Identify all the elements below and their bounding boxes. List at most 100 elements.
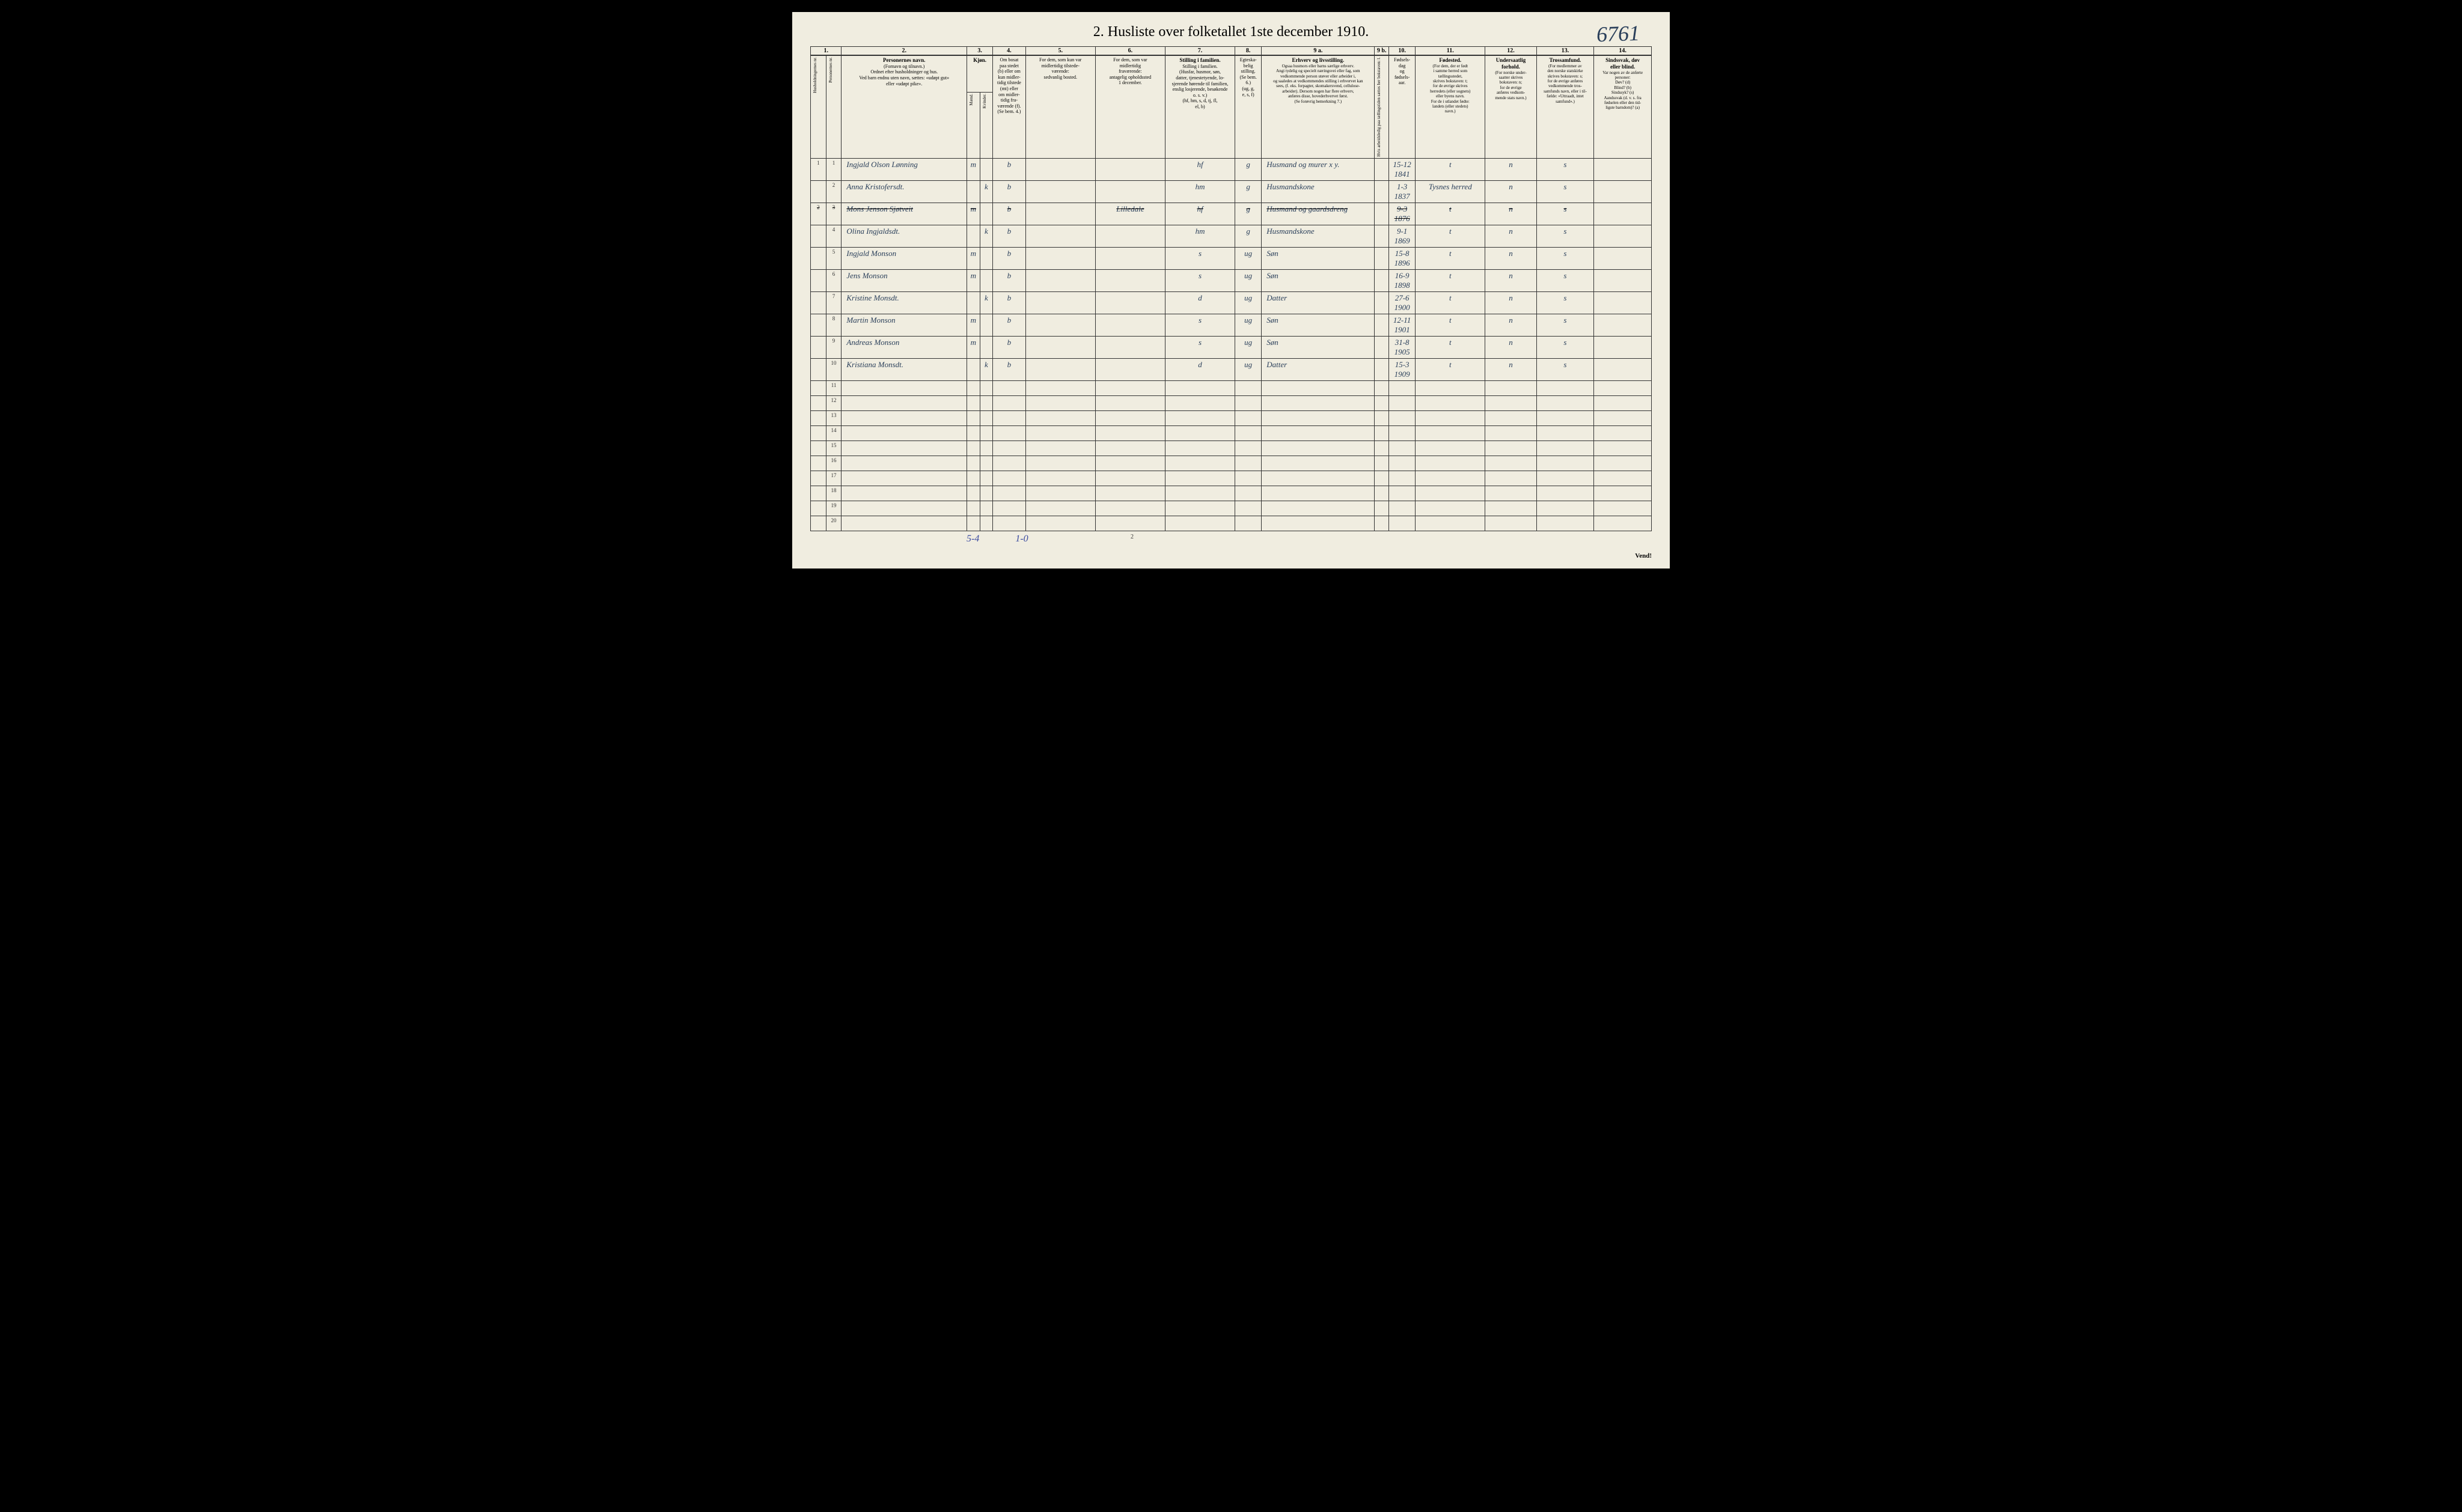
cell xyxy=(1165,395,1235,410)
cell xyxy=(1095,180,1165,203)
hdr-col1b: Personernes nr. xyxy=(828,57,833,83)
cell xyxy=(980,501,993,516)
cell: b xyxy=(993,225,1025,247)
cell xyxy=(967,225,980,247)
cell: n xyxy=(1485,336,1536,358)
cell xyxy=(1235,380,1262,395)
cell: Søn xyxy=(1262,247,1375,269)
cell xyxy=(811,456,826,471)
cell: 16-9 1898 xyxy=(1389,269,1416,291)
cell xyxy=(967,291,980,314)
cell: b xyxy=(993,358,1025,380)
table-row: 15 xyxy=(811,440,1652,456)
cell: n xyxy=(1485,291,1536,314)
cell: 1 xyxy=(826,158,842,180)
hdr-col2-sub: (Fornavn og tilnavn.) Ordnet efter husho… xyxy=(843,64,965,87)
cell: 2 xyxy=(826,180,842,203)
cell xyxy=(967,456,980,471)
page-title: 2. Husliste over folketallet 1ste decemb… xyxy=(1093,24,1369,40)
cell: Søn xyxy=(1262,269,1375,291)
cell xyxy=(842,471,967,486)
table-row: 7Kristine Monsdt.kbdugDatter27-6 1900tns xyxy=(811,291,1652,314)
table-row: 14 xyxy=(811,425,1652,440)
cell xyxy=(1416,410,1485,425)
cell xyxy=(1375,410,1389,425)
hdr-col8: Egteska- belig stilling. (Se bem. 6.) (u… xyxy=(1235,55,1262,158)
cell xyxy=(1594,456,1652,471)
cell: 12-11 1901 xyxy=(1389,314,1416,336)
cell: 3 xyxy=(826,203,842,225)
cell: 16 xyxy=(826,456,842,471)
cell xyxy=(842,410,967,425)
cell xyxy=(1095,158,1165,180)
cell xyxy=(1262,425,1375,440)
cell xyxy=(1025,203,1095,225)
cell xyxy=(1594,203,1652,225)
handwritten-id: 6761 xyxy=(1596,20,1640,47)
cell: Datter xyxy=(1262,291,1375,314)
cell: m xyxy=(967,247,980,269)
cell: Kristine Monsdt. xyxy=(842,291,967,314)
hdr-col3-m: Mænd. xyxy=(969,94,974,106)
cell: s xyxy=(1536,225,1594,247)
cell xyxy=(993,471,1025,486)
table-row: 11 xyxy=(811,380,1652,395)
cell: m xyxy=(967,158,980,180)
cell xyxy=(980,516,993,531)
cell xyxy=(842,516,967,531)
footer-notes: 5-4 1-0 2 xyxy=(810,534,1652,544)
footer-left: 5-4 xyxy=(967,534,979,544)
cell xyxy=(1025,314,1095,336)
cell: 9 xyxy=(826,336,842,358)
cell xyxy=(1025,269,1095,291)
cell xyxy=(811,336,826,358)
cell xyxy=(1389,456,1416,471)
cell xyxy=(1165,516,1235,531)
cell xyxy=(1262,486,1375,501)
cell xyxy=(1594,225,1652,247)
cell xyxy=(1536,516,1594,531)
cell xyxy=(1235,410,1262,425)
cell: hm xyxy=(1165,180,1235,203)
cell xyxy=(1485,380,1536,395)
cell: Husmandskone xyxy=(1262,225,1375,247)
cell xyxy=(980,336,993,358)
cell: Husmand og murer x y. xyxy=(1262,158,1375,180)
cell: 15-3 1909 xyxy=(1389,358,1416,380)
cell xyxy=(1536,486,1594,501)
colnum-9b: 9 b. xyxy=(1375,47,1389,56)
table-row: 20 xyxy=(811,516,1652,531)
cell xyxy=(1165,471,1235,486)
cell xyxy=(811,314,826,336)
cell: ug xyxy=(1235,269,1262,291)
cell xyxy=(1025,395,1095,410)
cell xyxy=(1262,410,1375,425)
cell xyxy=(1262,471,1375,486)
cell xyxy=(1262,380,1375,395)
cell: s xyxy=(1536,203,1594,225)
table-row: 13 xyxy=(811,410,1652,425)
cell xyxy=(1594,440,1652,456)
cell: s xyxy=(1536,158,1594,180)
page-number: 2 xyxy=(1028,534,1236,544)
cell: 12 xyxy=(826,395,842,410)
colnum-7: 7. xyxy=(1165,47,1235,56)
cell: Kristiana Monsdt. xyxy=(842,358,967,380)
cell xyxy=(1095,291,1165,314)
cell: Olina Ingjaldsdt. xyxy=(842,225,967,247)
cell xyxy=(1025,501,1095,516)
cell xyxy=(1095,380,1165,395)
cell: m xyxy=(967,203,980,225)
cell xyxy=(1375,336,1389,358)
table-header: 1. 2. 3. 4. 5. 6. 7. 8. 9 a. 9 b. 10. 11… xyxy=(811,47,1652,159)
cell: t xyxy=(1416,247,1485,269)
cell: Jens Monson xyxy=(842,269,967,291)
cell xyxy=(842,395,967,410)
cell xyxy=(1389,440,1416,456)
cell xyxy=(1375,486,1389,501)
cell xyxy=(1025,225,1095,247)
cell xyxy=(967,358,980,380)
cell xyxy=(1389,501,1416,516)
cell xyxy=(1235,471,1262,486)
cell xyxy=(967,380,980,395)
